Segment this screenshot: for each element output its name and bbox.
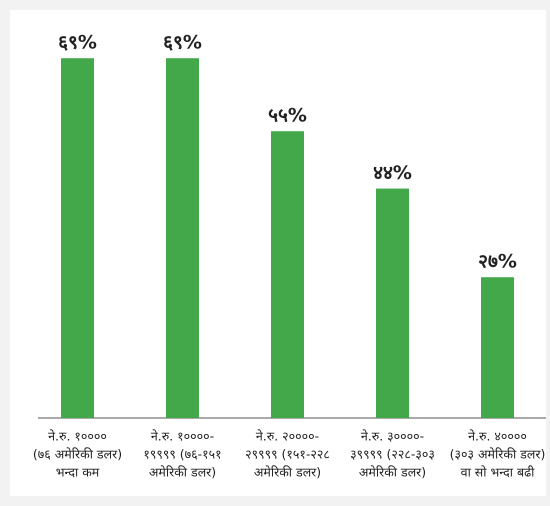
value-label: ५५% (268, 105, 307, 127)
x-tick-label: (७६ अमेरिकी डलर) (33, 447, 122, 462)
x-tick-label: ३९९९९ (२२८-३०३ (350, 447, 435, 462)
bar (166, 58, 199, 418)
x-tick-label: ने.रु. २००००- (256, 429, 319, 444)
x-tick-label: ने.रु. ४०००० (468, 429, 527, 444)
value-label: ४४% (373, 162, 412, 184)
x-tick-label: वा सो भन्दा बढी (461, 465, 535, 480)
x-tick-label: अमेरिकी डलर) (359, 465, 426, 480)
x-tick-label: अमेरिकी डलर) (149, 465, 216, 480)
x-tick-label: २९९९९ (१५१-२२८ (245, 447, 330, 462)
x-tick-label: ने.रु. ३००००- (361, 429, 424, 444)
value-label: २७% (478, 251, 517, 273)
bar (481, 277, 514, 418)
bar (271, 131, 304, 418)
x-tick-label: ने.रु. १०००० (48, 429, 107, 444)
value-label: ६९% (163, 32, 202, 54)
x-tick-label: १९९९९ (७६-१५१ (143, 447, 221, 462)
bar (61, 58, 94, 418)
bar (376, 188, 409, 418)
x-tick-label: अमेरिकी डलर) (254, 465, 321, 480)
x-tick-label: भन्दा कम (56, 465, 100, 480)
value-label: ६९% (58, 32, 97, 54)
x-tick-label: (३०३ अमेरिकी डलर) (450, 447, 546, 462)
x-tick-label: ने.रु. १००००- (151, 429, 214, 444)
